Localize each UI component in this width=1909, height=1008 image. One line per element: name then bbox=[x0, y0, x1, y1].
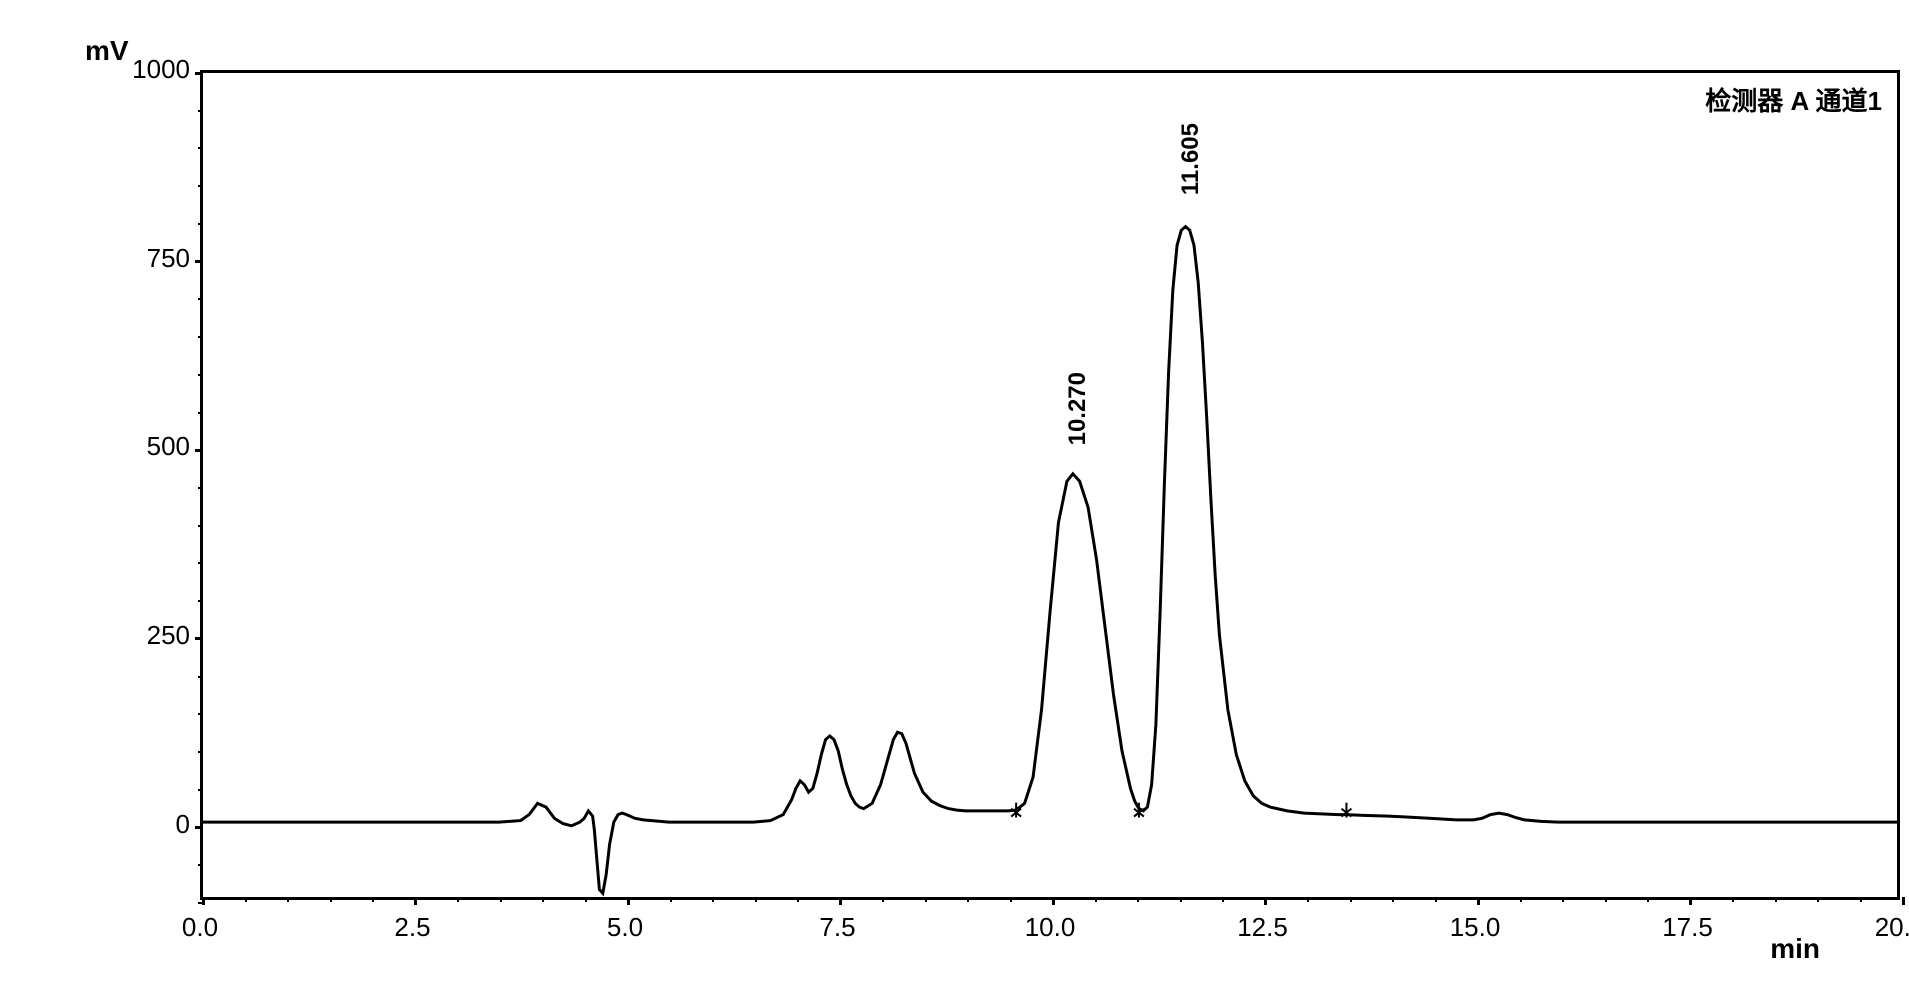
x-tick-minor bbox=[967, 897, 969, 902]
y-tick-label: 750 bbox=[105, 243, 190, 274]
x-tick-minor bbox=[1647, 897, 1649, 902]
y-tick-minor bbox=[198, 336, 203, 338]
x-tick-minor bbox=[1860, 897, 1862, 902]
x-tick-minor bbox=[500, 897, 502, 902]
x-tick-minor bbox=[1137, 897, 1139, 902]
x-tick-minor bbox=[1732, 897, 1734, 902]
integration-marker bbox=[1341, 803, 1351, 818]
x-tick bbox=[1264, 897, 1267, 905]
peak-label: 10.270 bbox=[1064, 372, 1092, 445]
x-tick-minor bbox=[1010, 897, 1012, 902]
x-tick-label: 7.5 bbox=[819, 912, 855, 943]
x-tick-minor bbox=[372, 897, 374, 902]
y-tick-minor bbox=[198, 185, 203, 187]
x-tick-label: 15.0 bbox=[1450, 912, 1501, 943]
x-tick-minor bbox=[1520, 897, 1522, 902]
x-tick-minor bbox=[1605, 897, 1607, 902]
x-tick bbox=[627, 897, 630, 905]
integration-marker bbox=[1011, 803, 1021, 818]
x-tick-minor bbox=[797, 897, 799, 902]
chart-container: mV min 检测器 A 通道1 10.27011.605 0250500750… bbox=[60, 20, 1860, 970]
x-tick bbox=[1477, 897, 1480, 905]
x-tick bbox=[1902, 897, 1905, 905]
x-tick-label: 5.0 bbox=[607, 912, 643, 943]
x-tick-minor bbox=[925, 897, 927, 902]
x-tick-minor bbox=[1095, 897, 1097, 902]
y-tick bbox=[195, 826, 203, 829]
x-tick-minor bbox=[670, 897, 672, 902]
y-tick bbox=[195, 637, 203, 640]
x-tick-minor bbox=[330, 897, 332, 902]
x-tick-minor bbox=[542, 897, 544, 902]
x-tick-minor bbox=[585, 897, 587, 902]
x-tick-label: 0.0 bbox=[182, 912, 218, 943]
y-tick-minor bbox=[198, 562, 203, 564]
y-tick-minor bbox=[198, 487, 203, 489]
x-tick-minor bbox=[1350, 897, 1352, 902]
y-tick-minor bbox=[198, 412, 203, 414]
y-tick bbox=[195, 72, 203, 75]
x-tick bbox=[1689, 897, 1692, 905]
x-tick bbox=[1052, 897, 1055, 905]
x-tick-minor bbox=[1775, 897, 1777, 902]
x-tick-minor bbox=[1562, 897, 1564, 902]
y-tick-minor bbox=[198, 676, 203, 678]
y-tick-minor bbox=[198, 110, 203, 112]
x-axis-label: min bbox=[1770, 933, 1820, 965]
y-tick bbox=[195, 449, 203, 452]
y-tick-minor bbox=[198, 147, 203, 149]
x-tick-minor bbox=[457, 897, 459, 902]
x-tick-minor bbox=[287, 897, 289, 902]
x-tick-minor bbox=[1392, 897, 1394, 902]
y-tick-minor bbox=[198, 298, 203, 300]
y-tick-minor bbox=[198, 789, 203, 791]
x-tick-minor bbox=[1222, 897, 1224, 902]
x-tick-minor bbox=[1435, 897, 1437, 902]
plot-area: 检测器 A 通道1 10.27011.605 bbox=[200, 70, 1900, 900]
y-tick-minor bbox=[198, 864, 203, 866]
x-tick-minor bbox=[882, 897, 884, 902]
y-tick-label: 0 bbox=[105, 809, 190, 840]
chromatogram-trace bbox=[203, 73, 1897, 897]
x-tick-label: 12.5 bbox=[1237, 912, 1288, 943]
y-tick-minor bbox=[198, 374, 203, 376]
y-tick-minor bbox=[198, 525, 203, 527]
x-tick-minor bbox=[1817, 897, 1819, 902]
x-tick-label: 2.5 bbox=[394, 912, 430, 943]
x-tick bbox=[839, 897, 842, 905]
x-tick-label: 20.0 bbox=[1875, 912, 1909, 943]
y-tick-label: 1000 bbox=[105, 54, 190, 85]
y-tick-label: 250 bbox=[105, 620, 190, 651]
y-tick-label: 500 bbox=[105, 431, 190, 462]
y-tick-minor bbox=[198, 600, 203, 602]
y-tick-minor bbox=[198, 751, 203, 753]
x-tick-minor bbox=[1180, 897, 1182, 902]
x-tick-minor bbox=[755, 897, 757, 902]
x-tick-minor bbox=[1307, 897, 1309, 902]
x-tick bbox=[414, 897, 417, 905]
x-tick-label: 10.0 bbox=[1025, 912, 1076, 943]
y-tick-minor bbox=[198, 223, 203, 225]
x-tick-minor bbox=[712, 897, 714, 902]
x-tick-minor bbox=[245, 897, 247, 902]
y-tick bbox=[195, 260, 203, 263]
chromatogram-line bbox=[203, 227, 1897, 894]
y-tick-minor bbox=[198, 713, 203, 715]
peak-label: 11.605 bbox=[1177, 123, 1205, 195]
x-tick-label: 17.5 bbox=[1662, 912, 1713, 943]
x-tick bbox=[202, 897, 205, 905]
